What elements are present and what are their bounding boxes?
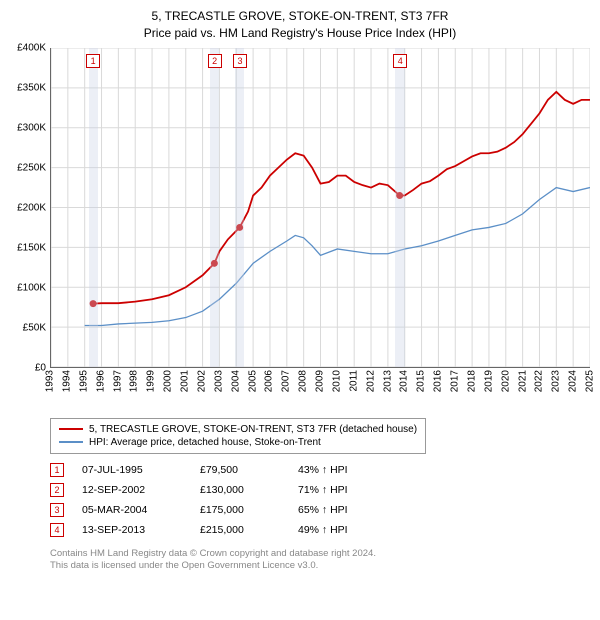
series-line xyxy=(93,91,590,303)
sales-row: 1 07-JUL-1995 £79,500 43% ↑ HPI xyxy=(50,460,590,480)
sale-band xyxy=(395,48,404,367)
x-tick-label: 2020 xyxy=(500,370,511,392)
copyright-line1: Contains HM Land Registry data © Crown c… xyxy=(50,548,590,560)
x-tick-label: 2013 xyxy=(382,370,393,392)
sales-index-box: 1 xyxy=(50,463,64,477)
x-tick-label: 1998 xyxy=(129,370,140,392)
sale-band xyxy=(210,48,219,367)
x-tick-label: 1995 xyxy=(78,370,89,392)
sale-band xyxy=(235,48,244,367)
legend-row: 5, TRECASTLE GROVE, STOKE-ON-TRENT, ST3 … xyxy=(59,423,417,436)
x-axis: 1993199419951996199719981999200020012002… xyxy=(50,368,590,408)
x-tick-label: 2003 xyxy=(213,370,224,392)
x-tick-label: 2006 xyxy=(264,370,275,392)
y-tick-label: £350K xyxy=(17,82,46,93)
title-block: 5, TRECASTLE GROVE, STOKE-ON-TRENT, ST3 … xyxy=(10,8,590,42)
copyright: Contains HM Land Registry data © Crown c… xyxy=(50,548,590,573)
y-axis: £0£50K£100K£150K£200K£250K£300K£350K£400… xyxy=(10,48,50,368)
x-tick-label: 2023 xyxy=(551,370,562,392)
y-tick-label: £200K xyxy=(17,202,46,213)
y-tick-label: £300K xyxy=(17,122,46,133)
sales-date: 12-SEP-2002 xyxy=(82,484,182,496)
sales-row: 3 05-MAR-2004 £175,000 65% ↑ HPI xyxy=(50,500,590,520)
sales-price: £215,000 xyxy=(200,524,280,536)
sales-index-box: 3 xyxy=(50,503,64,517)
legend: 5, TRECASTLE GROVE, STOKE-ON-TRENT, ST3 … xyxy=(50,418,426,454)
x-tick-label: 1994 xyxy=(61,370,72,392)
sales-date: 13-SEP-2013 xyxy=(82,524,182,536)
sales-date: 07-JUL-1995 xyxy=(82,464,182,476)
x-tick-label: 2009 xyxy=(315,370,326,392)
plot-svg xyxy=(51,48,590,367)
title-address: 5, TRECASTLE GROVE, STOKE-ON-TRENT, ST3 … xyxy=(10,8,590,25)
x-tick-label: 2012 xyxy=(365,370,376,392)
y-tick-label: £50K xyxy=(23,322,46,333)
x-tick-label: 2025 xyxy=(585,370,596,392)
sale-label-box: 4 xyxy=(393,54,407,68)
x-tick-label: 1997 xyxy=(112,370,123,392)
x-tick-label: 2021 xyxy=(517,370,528,392)
y-tick-label: £400K xyxy=(17,42,46,53)
sale-label-box: 3 xyxy=(233,54,247,68)
sale-label-box: 1 xyxy=(86,54,100,68)
title-subtitle: Price paid vs. HM Land Registry's House … xyxy=(10,25,590,42)
x-tick-label: 2011 xyxy=(348,370,359,392)
x-tick-label: 2018 xyxy=(466,370,477,392)
sales-delta: 49% ↑ HPI xyxy=(298,524,388,536)
chart-container: 5, TRECASTLE GROVE, STOKE-ON-TRENT, ST3 … xyxy=(0,0,600,580)
sales-delta: 65% ↑ HPI xyxy=(298,504,388,516)
sale-label-box: 2 xyxy=(208,54,222,68)
x-tick-label: 2015 xyxy=(416,370,427,392)
legend-label: HPI: Average price, detached house, Stok… xyxy=(89,437,321,448)
x-tick-label: 2022 xyxy=(534,370,545,392)
sale-band xyxy=(89,48,98,367)
x-tick-label: 2005 xyxy=(247,370,258,392)
plot-area: 1 23 4 xyxy=(50,48,590,368)
legend-label: 5, TRECASTLE GROVE, STOKE-ON-TRENT, ST3 … xyxy=(89,424,417,435)
x-tick-label: 2007 xyxy=(281,370,292,392)
x-tick-label: 1996 xyxy=(95,370,106,392)
x-tick-label: 1993 xyxy=(45,370,56,392)
legend-swatch xyxy=(59,441,83,443)
x-tick-label: 2002 xyxy=(196,370,207,392)
chart-wrap: £0£50K£100K£150K£200K£250K£300K£350K£400… xyxy=(10,48,590,368)
sales-price: £175,000 xyxy=(200,504,280,516)
sales-index-box: 2 xyxy=(50,483,64,497)
sales-row: 2 12-SEP-2002 £130,000 71% ↑ HPI xyxy=(50,480,590,500)
sales-price: £79,500 xyxy=(200,464,280,476)
legend-swatch xyxy=(59,428,83,430)
sales-delta: 71% ↑ HPI xyxy=(298,484,388,496)
sales-index-box: 4 xyxy=(50,523,64,537)
x-tick-label: 2016 xyxy=(433,370,444,392)
copyright-line2: This data is licensed under the Open Gov… xyxy=(50,560,590,572)
sales-row: 4 13-SEP-2013 £215,000 49% ↑ HPI xyxy=(50,520,590,540)
x-tick-label: 2010 xyxy=(331,370,342,392)
sales-date: 05-MAR-2004 xyxy=(82,504,182,516)
x-tick-label: 2017 xyxy=(450,370,461,392)
x-tick-label: 2000 xyxy=(163,370,174,392)
x-tick-label: 1999 xyxy=(146,370,157,392)
y-tick-label: £100K xyxy=(17,282,46,293)
x-tick-label: 2008 xyxy=(298,370,309,392)
x-tick-label: 2001 xyxy=(180,370,191,392)
y-tick-label: £150K xyxy=(17,242,46,253)
x-tick-label: 2014 xyxy=(399,370,410,392)
y-tick-label: £250K xyxy=(17,162,46,173)
sales-price: £130,000 xyxy=(200,484,280,496)
x-tick-label: 2024 xyxy=(568,370,579,392)
x-tick-label: 2004 xyxy=(230,370,241,392)
x-tick-label: 2019 xyxy=(483,370,494,392)
sales-table: 1 07-JUL-1995 £79,500 43% ↑ HPI 2 12-SEP-2002… xyxy=(50,460,590,540)
legend-row: HPI: Average price, detached house, Stok… xyxy=(59,436,417,449)
sales-delta: 43% ↑ HPI xyxy=(298,464,388,476)
